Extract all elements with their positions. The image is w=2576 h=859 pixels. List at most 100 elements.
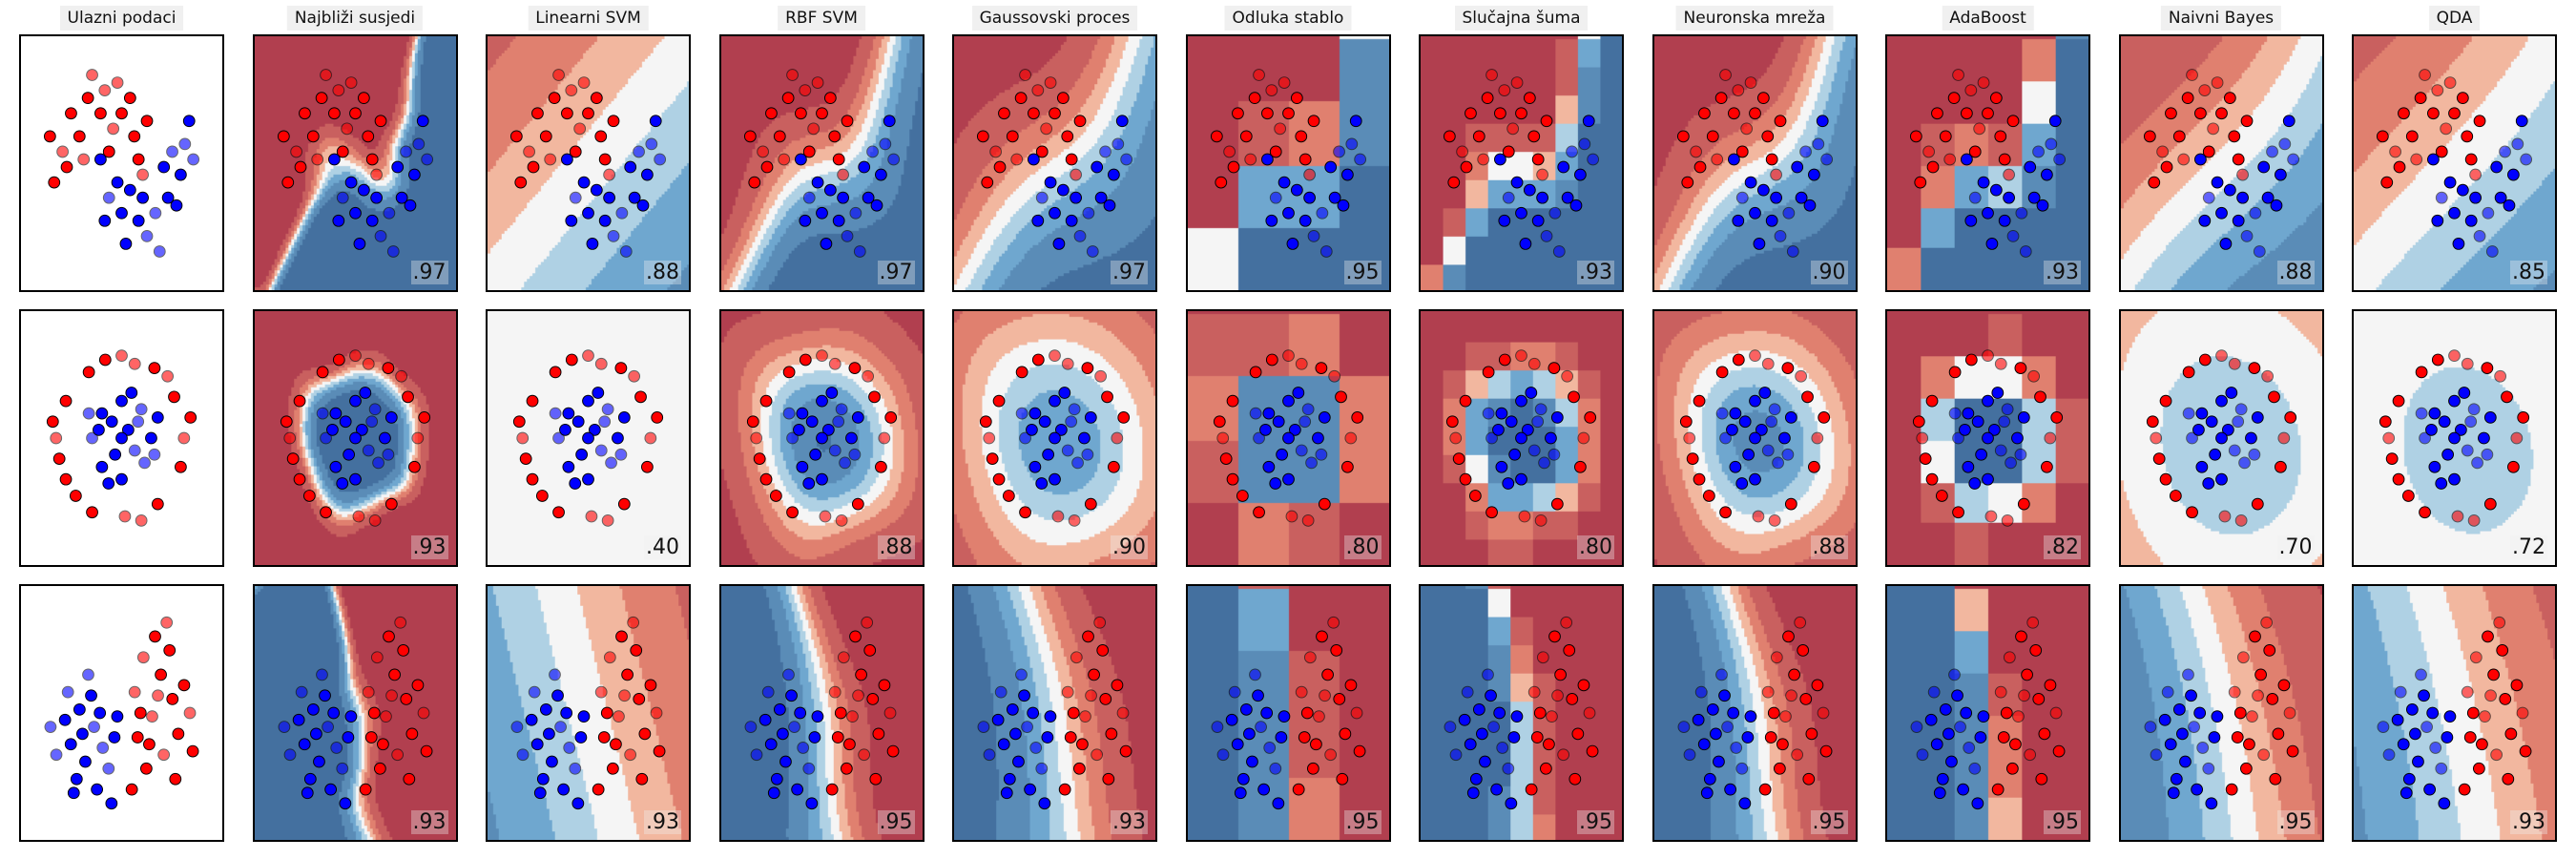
data-point-class-1: [1720, 721, 1734, 733]
data-point-class-1: [590, 183, 603, 197]
data-point-class-0: [277, 130, 290, 143]
accuracy-score: .97: [410, 261, 448, 284]
data-point-class-1: [348, 206, 362, 220]
data-point-class-1: [1515, 394, 1527, 408]
data-point-class-0: [845, 710, 859, 723]
data-point-class-0: [2169, 490, 2182, 502]
data-point-class-0: [2052, 744, 2066, 758]
data-point-class-0: [644, 679, 657, 692]
data-point-class-1: [787, 721, 800, 733]
data-point-class-0: [384, 689, 398, 702]
data-point-class-0: [1343, 431, 1357, 445]
data-point-class-0: [1269, 145, 1282, 158]
data-point-class-1: [1464, 738, 1477, 751]
data-point-class-1: [1755, 423, 1768, 436]
data-point-class-0: [760, 160, 773, 174]
data-point-class-0: [1294, 130, 1307, 143]
data-point-class-1: [1315, 448, 1327, 461]
data-point-class-1: [1502, 191, 1515, 204]
data-point-class-1: [316, 407, 328, 420]
classifier-panel: .40: [486, 309, 691, 567]
data-point-class-1: [1531, 214, 1545, 227]
data-point-class-0: [613, 710, 625, 723]
scatter-layer: [1213, 349, 1363, 527]
data-point-class-1: [1697, 738, 1711, 751]
data-point-class-1: [569, 477, 582, 490]
data-point-class-0: [2385, 452, 2399, 465]
data-point-class-0: [1710, 153, 1723, 166]
data-point-class-0: [1101, 390, 1113, 404]
data-point-class-1: [2178, 755, 2192, 768]
scatter-layer: [1910, 616, 2066, 810]
classifier-panel: .95: [1419, 584, 1624, 842]
data-point-class-0: [1111, 679, 1124, 692]
data-point-class-1: [1748, 394, 1761, 408]
data-point-class-0: [2487, 668, 2500, 681]
data-point-class-1: [283, 748, 296, 762]
data-point-class-0: [598, 153, 612, 166]
data-point-class-0: [2458, 783, 2471, 796]
data-point-class-1: [318, 689, 331, 702]
data-point-class-0: [2152, 452, 2166, 465]
data-point-class-1: [2234, 403, 2248, 416]
data-point-class-1: [1959, 423, 1971, 436]
data-point-class-1: [64, 738, 77, 751]
data-point-class-0: [1295, 357, 1308, 370]
data-point-class-0: [2197, 84, 2211, 96]
data-point-class-0: [1561, 369, 1574, 383]
data-point-class-0: [1748, 107, 1761, 120]
data-point-class-1: [1957, 783, 1970, 796]
data-point-class-0: [1340, 460, 1354, 473]
data-point-class-1: [123, 183, 136, 197]
data-point-class-0: [1219, 452, 1233, 465]
data-point-class-1: [1748, 472, 1761, 486]
data-point-class-0: [2245, 710, 2258, 723]
panel-title: Gaussovski proces: [971, 6, 1138, 31]
data-point-class-1: [1259, 706, 1273, 720]
data-point-class-1: [306, 702, 320, 716]
data-point-class-1: [1723, 783, 1736, 796]
data-point-class-1: [2208, 448, 2221, 461]
data-point-class-0: [650, 706, 663, 720]
data-point-class-1: [1052, 238, 1066, 250]
data-point-class-1: [2024, 160, 2037, 174]
data-point-class-0: [2376, 130, 2389, 143]
data-point-class-1: [554, 721, 567, 733]
data-point-class-0: [2469, 168, 2482, 181]
data-point-class-1: [2224, 387, 2237, 399]
classifier-panel: .88: [486, 34, 691, 292]
data-point-class-1: [1962, 407, 1975, 420]
data-point-class-1: [1790, 160, 1803, 174]
data-point-class-0: [1049, 107, 1061, 120]
data-point-class-1: [2017, 411, 2030, 424]
data-point-class-0: [1756, 92, 1770, 105]
data-point-class-0: [2009, 738, 2022, 751]
data-point-class-1: [2219, 238, 2232, 250]
data-point-class-1: [614, 448, 628, 461]
data-point-class-1: [357, 183, 370, 197]
classifier-panel: .93: [252, 584, 458, 842]
data-point-class-0: [357, 92, 370, 105]
classifier-panel: [19, 309, 224, 567]
data-point-class-0: [2456, 92, 2469, 105]
data-point-class-0: [1082, 630, 1094, 643]
data-point-class-0: [2236, 651, 2250, 664]
scatter-layer: [2377, 616, 2532, 810]
data-point-class-1: [1977, 176, 1990, 189]
data-point-class-0: [1964, 353, 1978, 367]
data-point-class-0: [827, 130, 841, 143]
classifier-panel: [19, 584, 224, 842]
data-point-class-0: [1527, 685, 1541, 699]
data-point-class-1: [371, 456, 384, 470]
data-point-class-0: [1068, 513, 1081, 527]
data-point-class-1: [1261, 460, 1275, 473]
data-point-class-1: [105, 415, 118, 429]
data-point-class-0: [2050, 411, 2064, 424]
data-point-class-1: [1031, 214, 1045, 227]
data-point-class-0: [1281, 107, 1295, 120]
data-point-class-1: [2427, 153, 2440, 166]
data-point-class-1: [2223, 183, 2236, 197]
data-point-class-1: [1476, 727, 1488, 741]
data-point-class-0: [2415, 366, 2428, 379]
data-point-class-1: [115, 431, 128, 445]
